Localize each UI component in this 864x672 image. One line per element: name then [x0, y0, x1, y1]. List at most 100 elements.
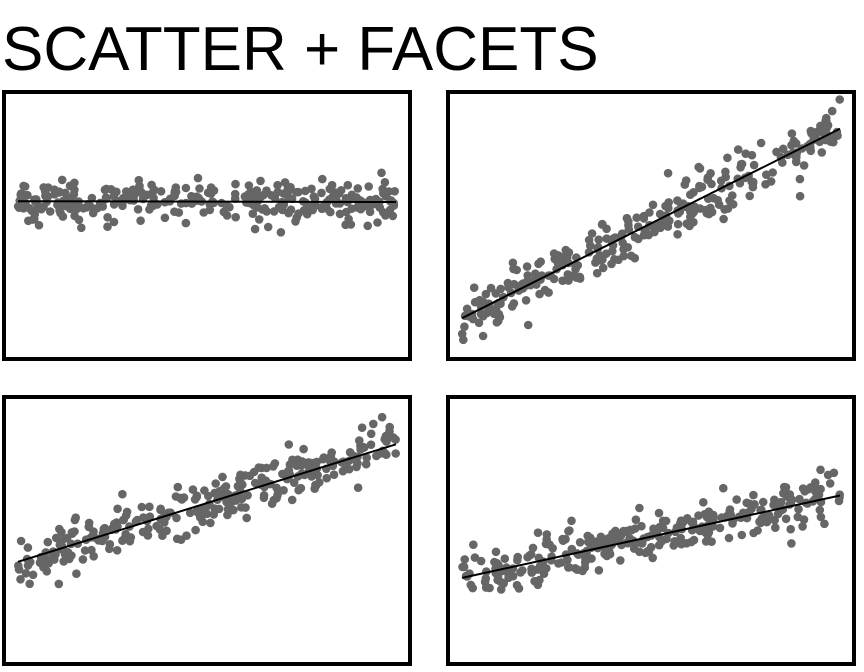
- scatter-point-bottom-left: [145, 502, 154, 512]
- scatter-point-bottom-left: [288, 455, 297, 465]
- scatter-point-top-right: [768, 168, 777, 177]
- scatter-point-top-right: [806, 126, 816, 136]
- scatter-point-bottom-left: [206, 518, 215, 528]
- scatter-point-top-left: [379, 189, 388, 198]
- scatter-point-top-left: [326, 207, 335, 217]
- scatter-point-bottom-left: [118, 489, 127, 499]
- scatter-point-bottom-right: [770, 515, 779, 525]
- scatter-point-top-right: [745, 191, 754, 201]
- scatter-point-top-left: [136, 216, 145, 225]
- scatter-point-bottom-left: [215, 487, 224, 496]
- scatter-point-bottom-left: [89, 527, 98, 536]
- scatter-point-top-right: [460, 322, 469, 331]
- scatter-point-top-right: [714, 200, 724, 209]
- scatter-point-top-left: [364, 182, 374, 191]
- scatter-point-bottom-left: [229, 505, 238, 515]
- scatter-point-bottom-left: [158, 531, 167, 540]
- scatter-point-top-left: [195, 195, 204, 205]
- scatter-point-bottom-right: [508, 571, 518, 581]
- scatter-point-top-right: [656, 223, 665, 233]
- scatter-point-bottom-right: [513, 556, 522, 565]
- scatter-point-top-left: [246, 195, 255, 204]
- scatter-point-top-left: [390, 187, 400, 196]
- scatter-point-top-left: [363, 221, 373, 231]
- scatter-point-top-left: [344, 214, 353, 224]
- scatter-point-top-right: [558, 276, 567, 285]
- scatter-point-top-right: [594, 235, 603, 244]
- scatter-point-bottom-right: [835, 493, 844, 502]
- scatter-point-bottom-left: [242, 513, 251, 523]
- scatter-point-top-left: [88, 208, 98, 218]
- scatter-point-bottom-right: [654, 508, 664, 518]
- scatter-point-top-right: [706, 169, 715, 178]
- scatter-point-bottom-left: [84, 518, 94, 528]
- scatter-point-bottom-right: [635, 547, 644, 557]
- scatter-point-top-left: [65, 181, 75, 191]
- scatter-point-top-left: [53, 198, 63, 207]
- scatter-point-bottom-left: [54, 579, 64, 589]
- scatter-point-bottom-left: [257, 473, 266, 482]
- scatter-point-bottom-right: [825, 479, 835, 488]
- scatter-point-top-left: [250, 187, 259, 197]
- scatter-point-bottom-right: [616, 556, 625, 565]
- scatter-point-bottom-left: [105, 544, 114, 554]
- scatter-point-top-right: [707, 179, 716, 189]
- scatter-point-top-right: [610, 255, 619, 264]
- scatter-point-top-left: [77, 223, 86, 233]
- scatter-point-bottom-left: [152, 521, 161, 531]
- scatter-point-top-left: [70, 211, 79, 221]
- scatter-point-bottom-left: [67, 528, 77, 537]
- scatter-point-bottom-left: [359, 443, 369, 452]
- scatter-point-top-left: [294, 187, 303, 197]
- scatter-point-bottom-left: [72, 569, 81, 578]
- scatter-point-bottom-right: [715, 523, 725, 533]
- scatter-point-bottom-left: [238, 480, 247, 489]
- scatter-point-top-right: [476, 309, 486, 319]
- scatter-point-bottom-left: [55, 524, 64, 534]
- scatter-point-bottom-left: [71, 513, 80, 522]
- scatter-point-top-left: [187, 191, 196, 201]
- scatter-point-bottom-right: [528, 543, 538, 553]
- scatter-point-bottom-left: [191, 525, 200, 535]
- scatter-point-top-left: [373, 218, 382, 227]
- scatter-point-top-left: [103, 222, 112, 231]
- scatter-point-bottom-right: [786, 524, 795, 534]
- scatter-point-bottom-left: [199, 507, 209, 516]
- scatter-point-bottom-left: [87, 545, 96, 555]
- scatter-point-top-right: [540, 285, 550, 295]
- scatter-point-top-left: [19, 181, 28, 191]
- scatter-point-top-right: [522, 262, 532, 271]
- facet-panel-top-left: [2, 90, 412, 361]
- scatter-point-top-left: [28, 215, 38, 224]
- scatter-point-bottom-left: [14, 565, 24, 574]
- scatter-point-top-left: [389, 201, 399, 210]
- scatter-point-top-left: [343, 180, 353, 190]
- scatter-point-bottom-right: [669, 541, 678, 550]
- scatter-point-bottom-left: [245, 471, 255, 481]
- trend-line-bottom-right: [461, 494, 841, 579]
- scatter-point-top-left: [103, 213, 112, 222]
- scatter-point-top-left: [209, 186, 219, 195]
- scatter-point-bottom-right: [708, 513, 717, 523]
- scatter-point-top-right: [719, 214, 728, 224]
- scatter-point-top-left: [193, 173, 203, 183]
- scatter-point-top-left: [147, 180, 156, 190]
- scatter-point-bottom-left: [138, 527, 148, 537]
- scatter-point-bottom-right: [753, 526, 762, 535]
- scatter-point-bottom-left: [362, 453, 372, 462]
- scatter-point-top-right: [749, 160, 759, 170]
- scatter-point-top-left: [352, 203, 362, 212]
- scatter-point-top-right: [725, 196, 734, 205]
- scatter-point-top-left: [263, 222, 273, 232]
- scatter-point-top-right: [512, 265, 521, 275]
- scatter-point-bottom-left: [379, 449, 389, 458]
- scatter-point-bottom-left: [257, 463, 266, 473]
- scatter-point-top-right: [709, 193, 718, 203]
- scatter-point-bottom-right: [594, 566, 604, 575]
- scatter-point-top-right: [694, 162, 703, 172]
- scatter-point-top-left: [318, 174, 327, 184]
- scatter-point-top-right: [827, 106, 837, 116]
- scatter-point-bottom-right: [564, 527, 573, 536]
- scatter-point-top-right: [791, 139, 801, 148]
- scatter-point-top-left: [365, 207, 375, 217]
